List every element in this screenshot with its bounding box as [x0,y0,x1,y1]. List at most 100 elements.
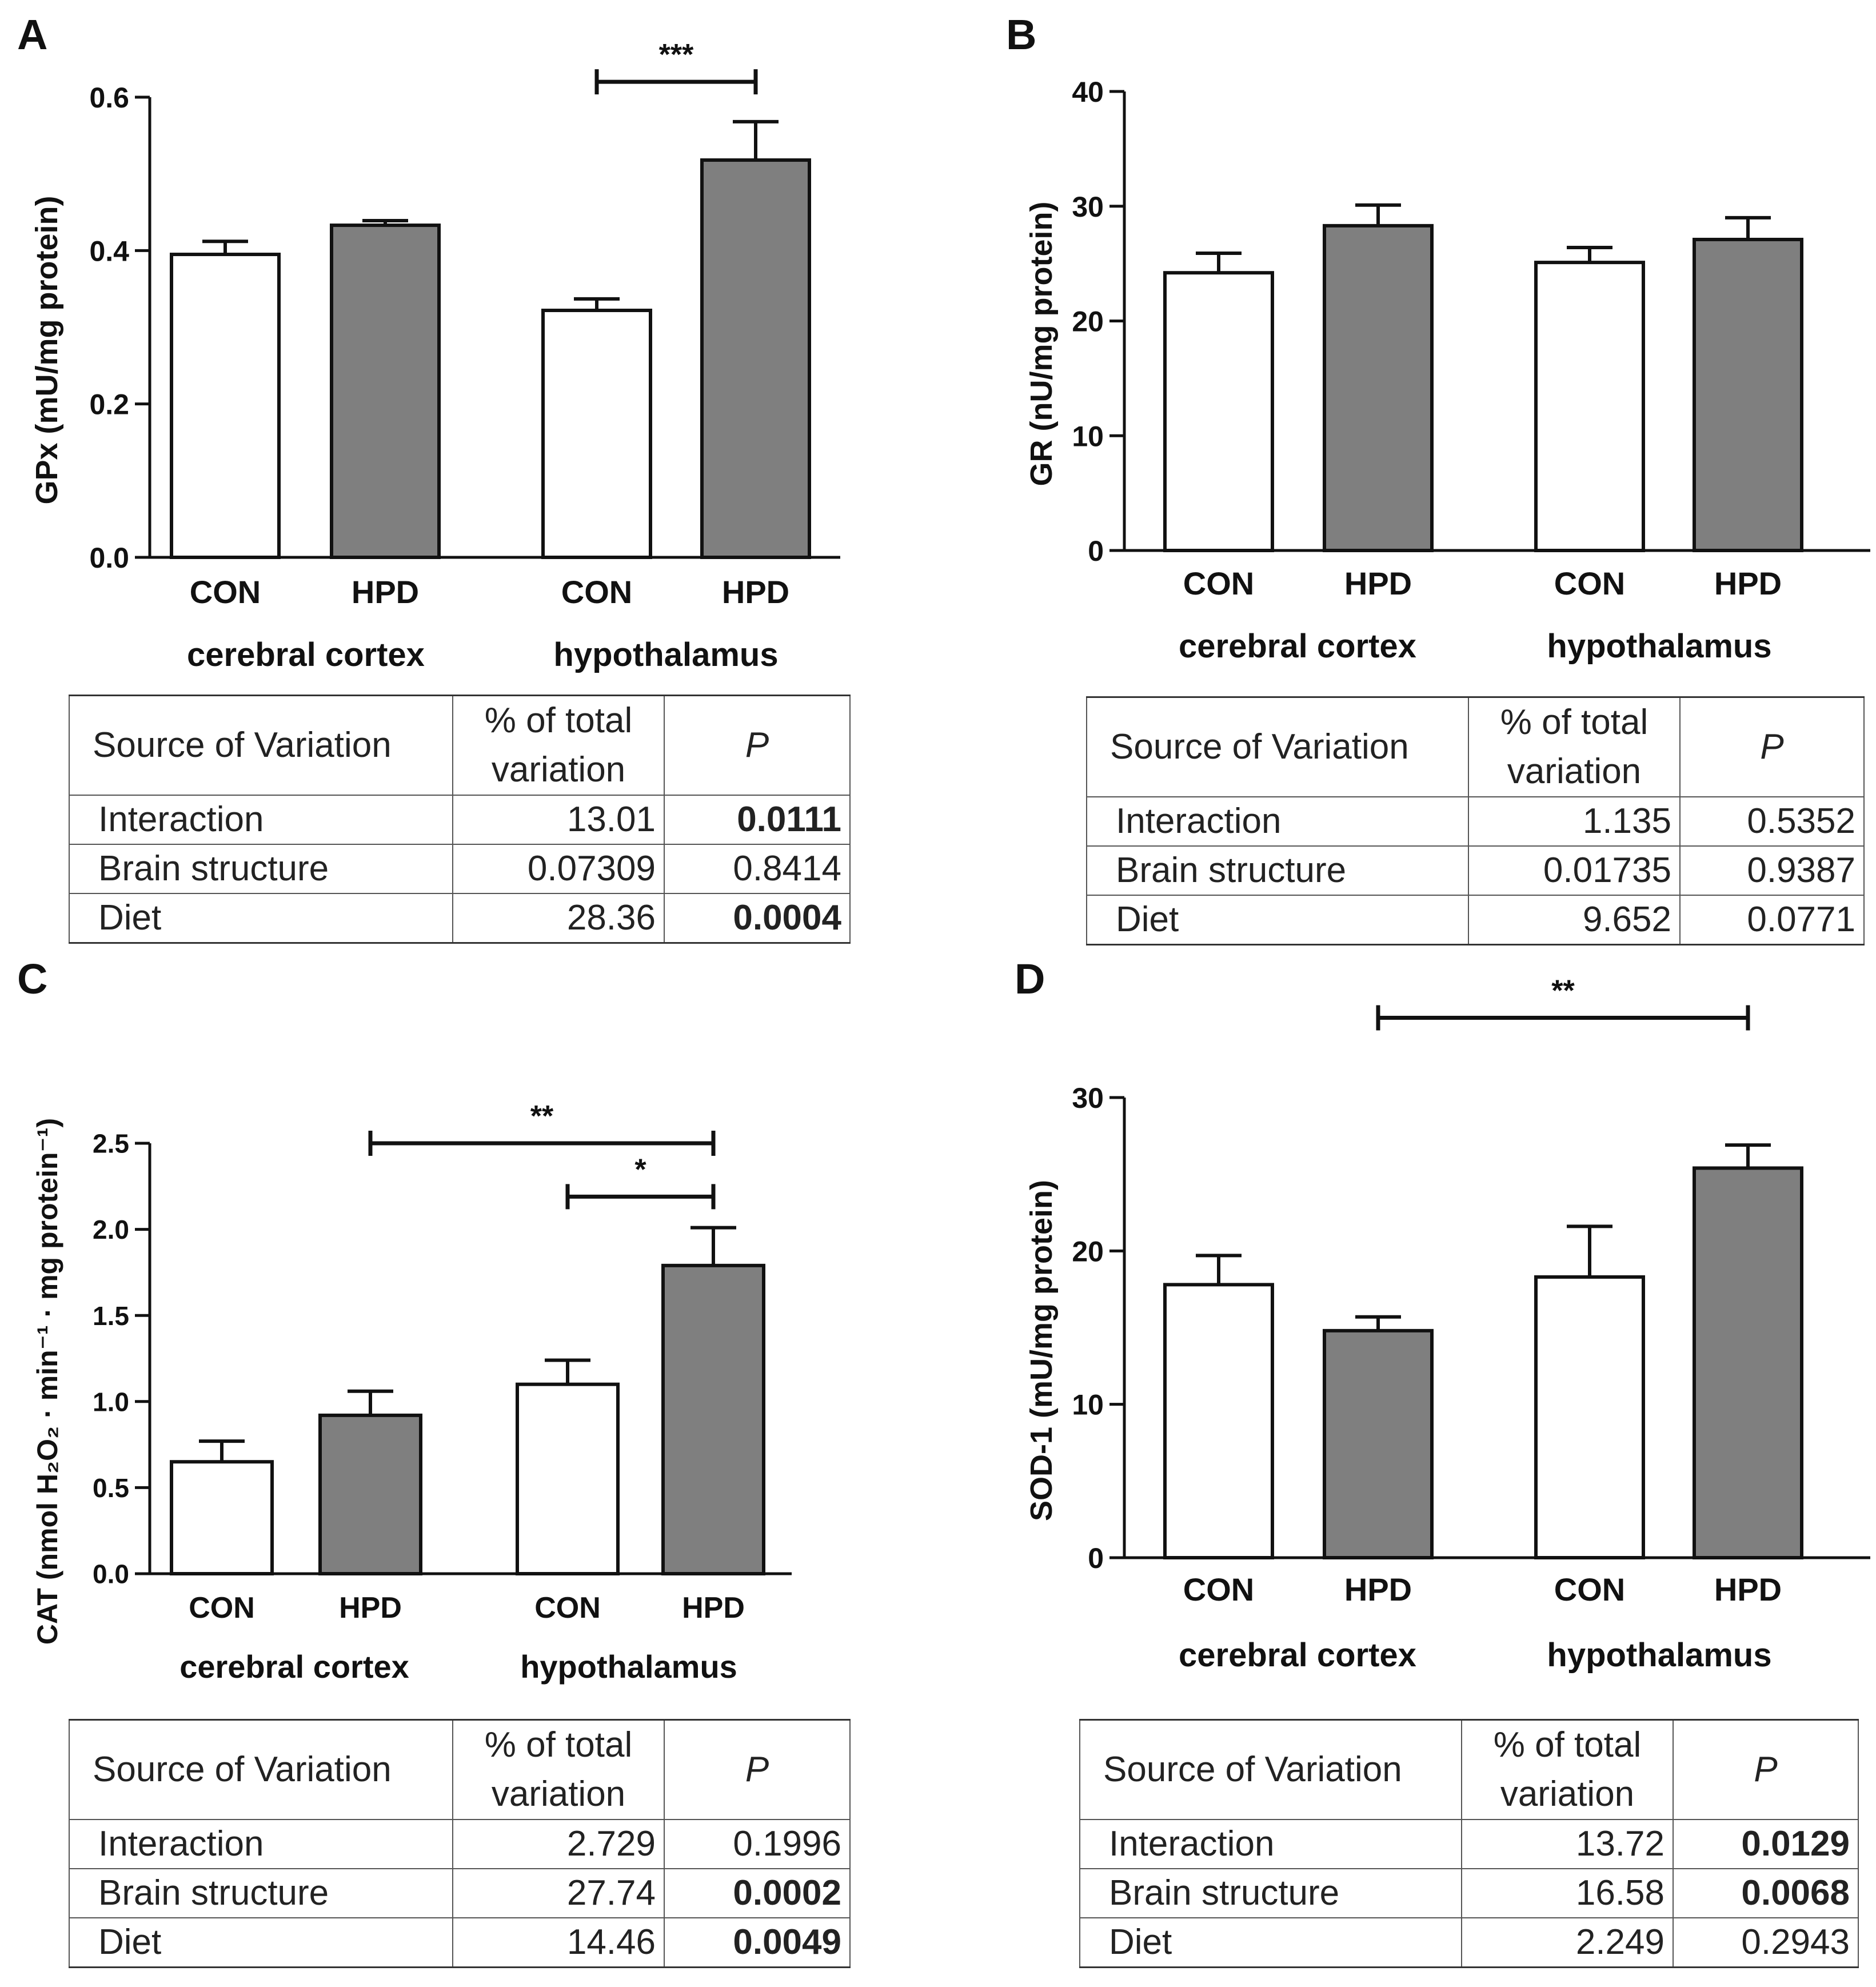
header-p: P [1673,1719,1859,1820]
panel-letter-b: B [1006,11,1037,58]
row-source: Brain structure [1086,845,1469,896]
row-p: 0.2943 [1673,1917,1859,1968]
bar-con-cortex [1163,1283,1274,1559]
table-row: Diet 9.652 0.0771 [1086,895,1865,945]
row-source: Interaction [69,1819,453,1869]
row-source: Interaction [69,795,453,845]
row-p: 0.1996 [664,1819,851,1869]
panel-letter-a: A [17,11,48,58]
category-label: HPD [1344,565,1412,601]
header-source: Source of Variation [1079,1719,1462,1820]
row-p: 0.0002 [664,1868,851,1918]
row-pct: 2.249 [1461,1917,1674,1968]
bar-hpd-cortex [318,1413,422,1575]
y-tick-label: 0.2 [89,389,129,421]
header-p: P [664,695,851,796]
y-tick-label: 2.5 [93,1129,129,1159]
table-row: Diet 2.249 0.2943 [1079,1917,1859,1968]
chart-b-svg: 0 10 20 30 40 GR (nU/mg protein) CON HPD CON HPD c… [1024,76,1870,665]
row-p: 0.0771 [1679,895,1865,945]
header-p: P [1679,696,1865,797]
significance-label: *** [659,38,694,71]
y-tick-label: 0.0 [89,542,129,574]
group-label: cerebral cortex [1179,1637,1416,1674]
row-pct: 13.01 [452,795,665,845]
bar-hpd-cortex [1323,1328,1434,1559]
row-p: 0.0111 [664,795,851,845]
group-label: hypothalamus [520,1649,737,1685]
group-label: cerebral cortex [1179,628,1416,665]
group-label: hypothalamus [553,636,778,673]
bar-con-hypothalamus [1534,261,1645,552]
row-source: Interaction [1086,796,1469,847]
y-tick-label: 0.4 [89,235,129,267]
y-axis-title: CAT (nmol H₂O₂ · min⁻¹ · mg protein⁻¹) [31,1118,63,1645]
category-label: CON [534,1591,601,1625]
y-tick-label: 20 [1072,306,1104,338]
category-label: CON [561,574,632,610]
table-row: Brain structure 0.07309 0.8414 [69,844,851,894]
bar-con-hypothalamus [516,1382,620,1575]
row-p: 0.5352 [1679,796,1865,847]
y-tick-label: 10 [1072,1389,1104,1421]
table-header-row: Source of Variation % of total variation … [69,1719,851,1820]
row-p: 0.0049 [664,1917,851,1968]
bar-hpd-cortex [1323,224,1434,552]
group-label: cerebral cortex [179,1649,409,1685]
row-pct: 1.135 [1468,796,1681,847]
table-row: Brain structure 27.74 0.0002 [69,1868,851,1918]
row-p: 0.8414 [664,844,851,894]
y-tick-label: 20 [1072,1235,1104,1267]
group-label: cerebral cortex [187,636,425,673]
table-row: Diet 14.46 0.0049 [69,1917,851,1968]
chart-d-svg: 0 10 20 30 SOD-1 (mU/mg protein) CON HPD CON HPD… [1024,974,1870,1674]
row-p: 0.9387 [1679,845,1865,896]
chart-a-gpx: 0.0 0.2 0.4 0.6 GPx (mU/mg protein) CON HPD CON… [0,0,915,689]
category-label: HPD [339,1591,402,1625]
row-source: Brain structure [69,844,453,894]
y-tick-label: 0.6 [89,82,129,114]
bar-con-hypothalamus [541,308,652,559]
category-label: HPD [1714,1571,1782,1607]
panel-letter-c: C [17,955,48,1003]
group-label: hypothalamus [1547,1637,1771,1674]
significance-label: ** [530,1100,554,1133]
header-pct: % of total variation [1468,696,1681,797]
category-label: HPD [352,574,419,610]
header-pct: % of total variation [452,695,665,796]
category-label: HPD [682,1591,745,1625]
y-tick-label: 10 [1072,420,1104,452]
table-row: Interaction 13.01 0.0111 [69,795,851,845]
row-source: Brain structure [69,1868,453,1918]
header-source: Source of Variation [69,1719,453,1820]
chart-d-sod1: 0 10 20 30 SOD-1 (mU/mg protein) CON HPD CON HPD… [972,960,1876,1706]
category-label: CON [189,1591,255,1625]
table-row: Brain structure 16.58 0.0068 [1079,1868,1859,1918]
y-tick-label: 2.0 [93,1215,129,1244]
table-row: Brain structure 0.01735 0.9387 [1086,845,1865,896]
row-pct: 13.72 [1461,1819,1674,1869]
category-label: HPD [1344,1571,1412,1607]
chart-c-cat: 0.0 0.5 1.0 1.5 2.0 2.5 CAT (nmol H₂O₂ · min⁻¹… [0,960,915,1706]
row-source: Diet [69,893,453,944]
y-tick-label: 0.0 [93,1559,129,1589]
anova-table-b: Source of Variation % of total variation … [1086,696,1865,945]
y-tick-label: 30 [1072,1082,1104,1114]
bar-hpd-hypothalamus [1693,1166,1803,1559]
anova-table-d: Source of Variation % of total variation … [1079,1719,1859,1968]
y-axis-title: GR (nU/mg protein) [1024,202,1059,486]
row-pct: 27.74 [452,1868,665,1918]
y-axis-title: GPx (mU/mg protein) [30,195,64,504]
bar-con-hypothalamus [1534,1275,1645,1559]
chart-a-svg: 0.0 0.2 0.4 0.6 GPx (mU/mg protein) CON HPD CON… [30,38,840,673]
row-pct: 0.07309 [452,844,665,894]
row-pct: 9.652 [1468,895,1681,945]
table-header-row: Source of Variation % of total variation … [1079,1719,1859,1820]
row-pct: 0.01735 [1468,845,1681,896]
row-source: Interaction [1079,1819,1462,1869]
y-tick-label: 40 [1072,76,1104,108]
row-pct: 28.36 [452,893,665,944]
category-label: CON [1554,1571,1625,1607]
category-label: HPD [1714,565,1782,601]
header-p: P [664,1719,851,1820]
